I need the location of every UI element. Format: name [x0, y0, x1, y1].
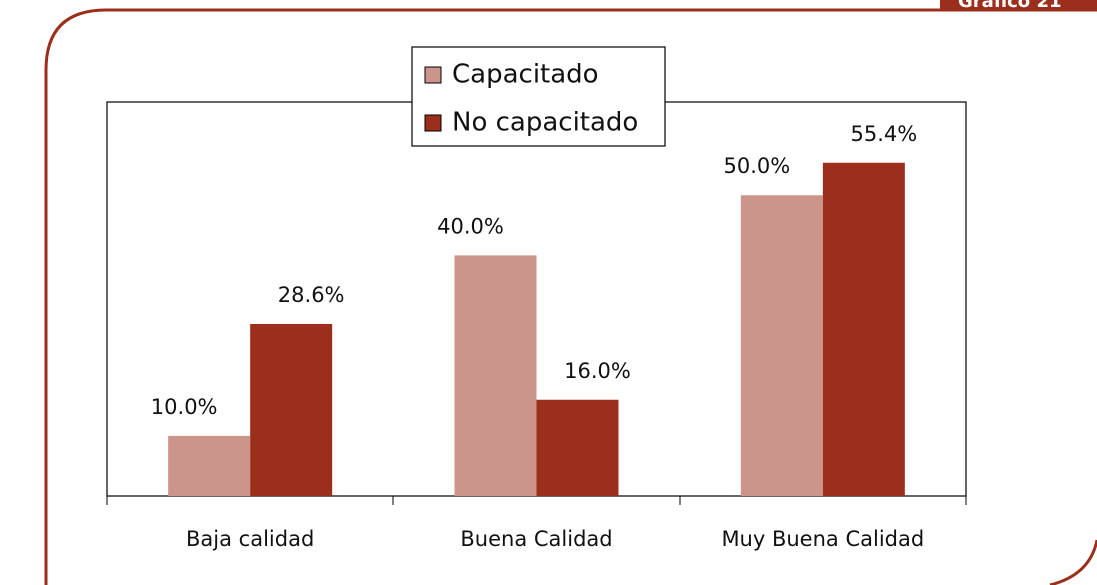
chart-label: Gráfico 21: [958, 0, 1062, 12]
frame: [44, 8, 1097, 585]
bar: [168, 435, 251, 496]
bar: [822, 162, 905, 496]
x-tick-label: Baja calidad: [186, 527, 314, 551]
data-label: 10.0%: [151, 395, 218, 419]
legend-label: Capacitado: [452, 60, 599, 90]
data-label: 55.4%: [850, 122, 917, 146]
bar: [454, 255, 537, 496]
x-tick-label: Muy Buena Calidad: [721, 527, 924, 551]
label-tab: [940, 0, 1097, 10]
data-label: 50.0%: [723, 154, 790, 178]
x-tick-label: Buena Calidad: [460, 527, 612, 551]
bar: [536, 399, 619, 496]
bar: [740, 195, 823, 497]
legend-label: No capacitado: [452, 108, 638, 138]
data-label: 16.0%: [564, 359, 631, 383]
bars: [168, 162, 905, 497]
legend-swatch: [424, 114, 442, 132]
data-label: 40.0%: [437, 214, 504, 238]
data-label: 28.6%: [278, 283, 345, 307]
legend-swatch: [424, 66, 442, 84]
legend: Capacitado No capacitado: [411, 46, 666, 147]
frame-corner: [1049, 539, 1097, 585]
category-separators: [106, 496, 967, 505]
legend-box: [411, 46, 666, 147]
bar: [250, 323, 333, 496]
